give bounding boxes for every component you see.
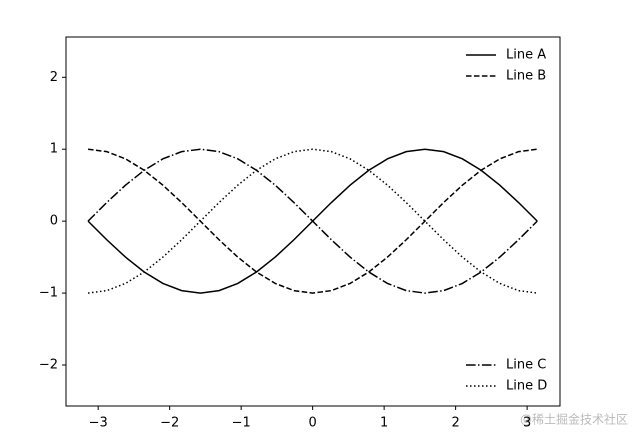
x-tick-label: 2 [451,416,459,431]
line-dotted [87,148,538,294]
watermark: @稀土掘金技术社区 [520,412,628,427]
legend-label: Line D [506,379,547,394]
x-tick-label: −3 [89,416,108,431]
y-tick-label: −2 [39,358,58,373]
x-tick-label: 1 [380,416,388,431]
y-tick-label: 0 [50,214,58,229]
x-tick-label: 3 [523,416,531,431]
x-tick-label: 0 [309,416,317,431]
y-tick-label: −1 [39,286,58,301]
line-dashdot [87,148,538,294]
x-tick-label: −1 [232,416,251,431]
line-dashed [87,148,538,294]
legend-label: Line B [506,69,546,84]
legend-label: Line A [506,48,546,63]
x-tick-label: −2 [160,416,179,431]
y-tick-label: 2 [50,70,58,85]
y-tick-label: 1 [50,142,58,157]
legend-label: Line C [506,358,546,373]
